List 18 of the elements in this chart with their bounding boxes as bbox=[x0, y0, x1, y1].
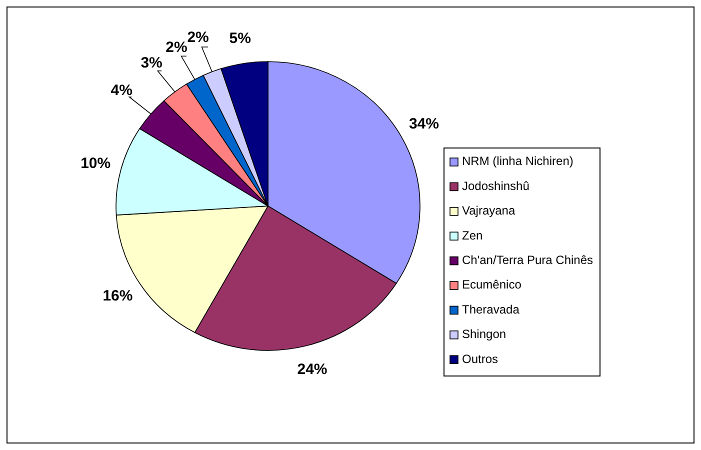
data-label: 3% bbox=[140, 54, 162, 72]
data-label: 34% bbox=[408, 116, 439, 133]
legend-label: Shingon bbox=[462, 327, 506, 342]
legend-label: Ecumênico bbox=[462, 278, 522, 292]
legend-label: Vajrayana bbox=[462, 204, 516, 218]
data-label: 16% bbox=[102, 288, 133, 305]
data-label: 4% bbox=[110, 82, 132, 99]
data-label: 10% bbox=[80, 154, 111, 172]
legend-label: Ch'an/Terra Pura Chinês bbox=[462, 252, 594, 267]
legend-label: Theravada bbox=[462, 302, 520, 316]
legend-label: Zen bbox=[462, 228, 483, 242]
data-label: 2% bbox=[187, 29, 209, 46]
legend-label: Outros bbox=[462, 352, 498, 366]
data-label: 24% bbox=[297, 360, 328, 378]
legend-label: NRM (linha Nichiren) bbox=[462, 154, 574, 168]
data-label: 2% bbox=[166, 38, 188, 56]
legend-label: Jodoshinshû bbox=[462, 178, 530, 193]
data-label: 5% bbox=[229, 30, 251, 47]
